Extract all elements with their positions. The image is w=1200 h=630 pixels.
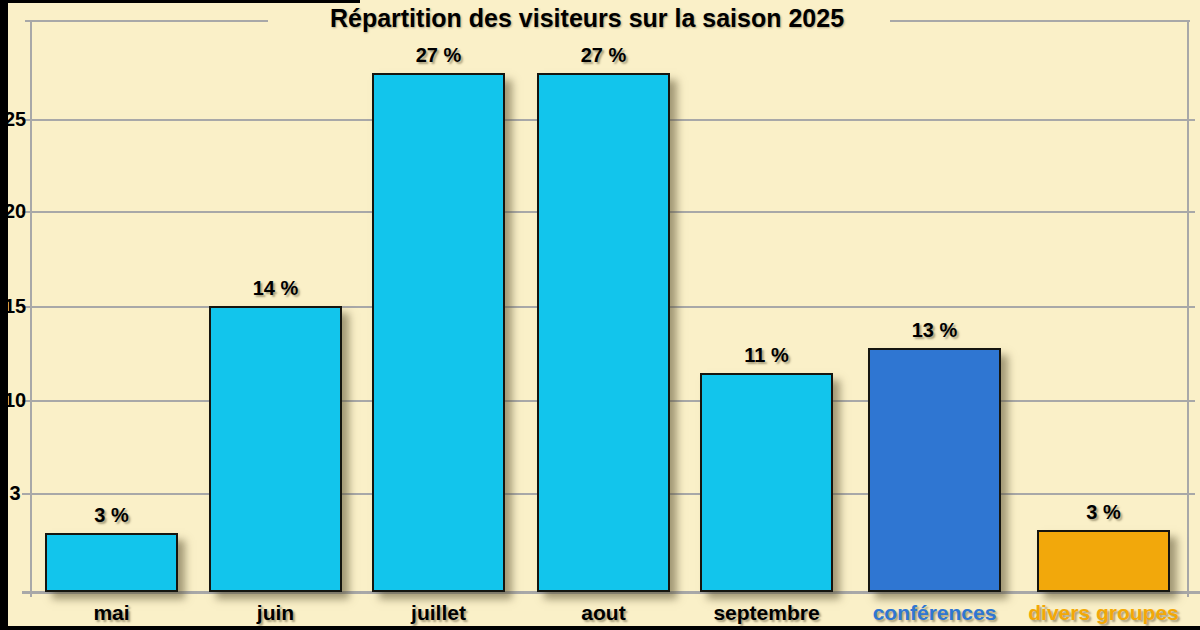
chart-title: Répartition des visiteurs sur la saison … xyxy=(0,4,1174,34)
bar-conf-rences xyxy=(868,348,1001,592)
bar-mai xyxy=(45,533,178,592)
chart-canvas: Répartition des visiteurs sur la saison … xyxy=(0,0,1200,630)
bar-value-label-juillet: 27 % xyxy=(352,43,525,67)
bar-value-label-aout: 27 % xyxy=(517,43,690,67)
bar-juillet xyxy=(372,73,505,592)
window-border-bottom-icon xyxy=(0,626,1200,630)
x-axis-label-divers-groupes: divers groupes xyxy=(997,601,1200,625)
gridline-top-left xyxy=(25,20,268,22)
bar-value-label-divers-groupes: 3 % xyxy=(1017,500,1190,524)
bar-value-label-juin: 14 % xyxy=(189,276,362,300)
bar-juin xyxy=(209,306,342,592)
bar-value-label-septembre: 11 % xyxy=(680,343,853,367)
gridline-top-right xyxy=(890,20,1190,22)
bar-divers-groupes xyxy=(1037,530,1170,592)
window-border-left-icon xyxy=(0,0,8,630)
bar-septembre xyxy=(700,373,833,592)
bar-value-label-mai: 3 % xyxy=(25,503,198,527)
bar-aout xyxy=(537,73,670,592)
window-border-top-icon xyxy=(0,0,360,3)
bar-value-label-conf-rences: 13 % xyxy=(848,318,1021,342)
